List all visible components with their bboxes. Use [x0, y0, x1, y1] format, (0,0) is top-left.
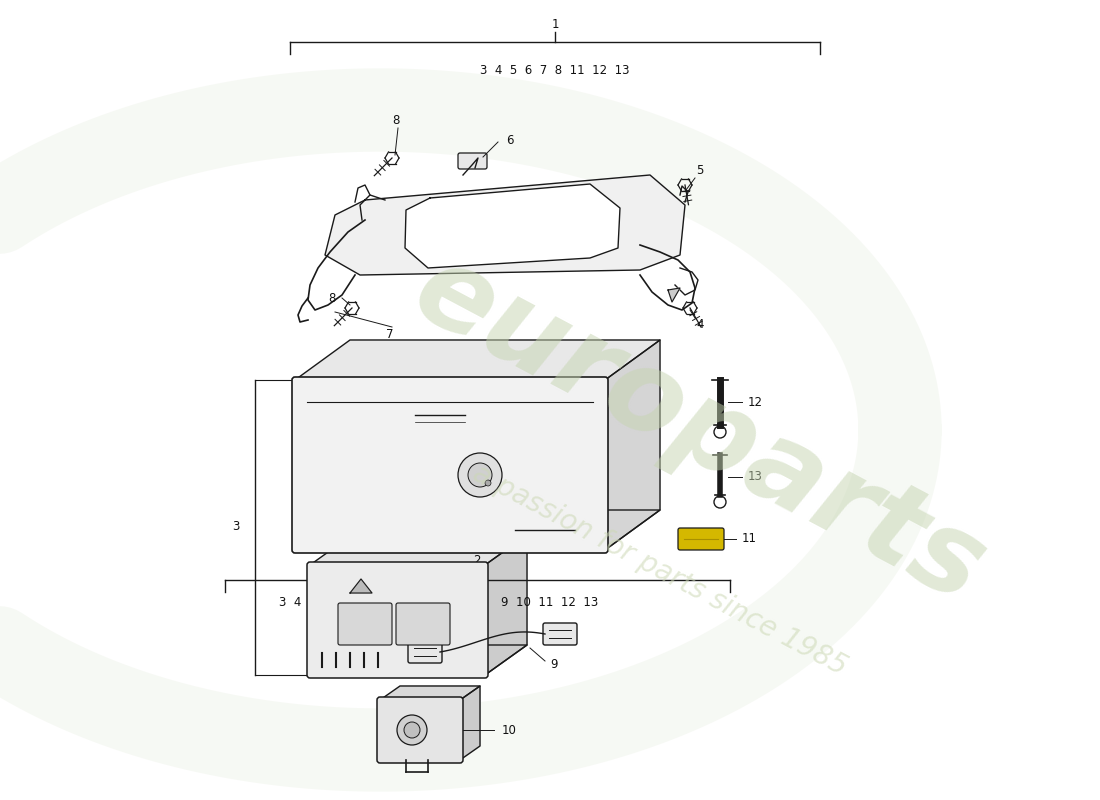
Polygon shape — [295, 510, 660, 550]
FancyBboxPatch shape — [292, 377, 608, 553]
Polygon shape — [310, 645, 527, 675]
Polygon shape — [485, 535, 527, 675]
Text: 12: 12 — [748, 395, 763, 409]
FancyBboxPatch shape — [543, 623, 578, 645]
Text: 3  4: 3 4 — [278, 595, 301, 609]
Text: 11: 11 — [742, 533, 757, 546]
Polygon shape — [295, 340, 660, 380]
Text: 10: 10 — [502, 723, 517, 737]
Text: 9  10  11  12  13: 9 10 11 12 13 — [502, 595, 598, 609]
FancyBboxPatch shape — [408, 641, 442, 663]
Text: 7: 7 — [386, 329, 394, 342]
Polygon shape — [379, 686, 480, 700]
Text: 4: 4 — [696, 318, 704, 331]
Text: 1: 1 — [551, 18, 559, 30]
FancyBboxPatch shape — [458, 153, 487, 169]
Polygon shape — [324, 175, 685, 275]
FancyBboxPatch shape — [338, 603, 392, 645]
FancyBboxPatch shape — [307, 562, 488, 678]
Text: 6: 6 — [506, 134, 514, 146]
Text: 8: 8 — [393, 114, 399, 126]
Polygon shape — [350, 579, 372, 593]
Text: 5: 5 — [696, 163, 704, 177]
Text: 9: 9 — [550, 658, 558, 671]
Text: 3  4  5  6  7  8  11  12  13: 3 4 5 6 7 8 11 12 13 — [481, 63, 629, 77]
Circle shape — [397, 715, 427, 745]
Polygon shape — [405, 184, 620, 268]
FancyBboxPatch shape — [396, 603, 450, 645]
Polygon shape — [310, 535, 527, 565]
Text: 2: 2 — [473, 554, 481, 566]
Text: 13: 13 — [748, 470, 763, 483]
Polygon shape — [605, 340, 660, 550]
Text: europarts: europarts — [396, 234, 1004, 626]
FancyBboxPatch shape — [678, 528, 724, 550]
Polygon shape — [668, 288, 680, 302]
Polygon shape — [460, 686, 480, 760]
Text: a passion for parts since 1985: a passion for parts since 1985 — [469, 459, 851, 681]
Text: 3: 3 — [232, 521, 240, 534]
Text: 8: 8 — [328, 291, 336, 305]
Circle shape — [485, 480, 491, 486]
Circle shape — [468, 463, 492, 487]
FancyBboxPatch shape — [377, 697, 463, 763]
Circle shape — [404, 722, 420, 738]
Circle shape — [458, 453, 502, 497]
